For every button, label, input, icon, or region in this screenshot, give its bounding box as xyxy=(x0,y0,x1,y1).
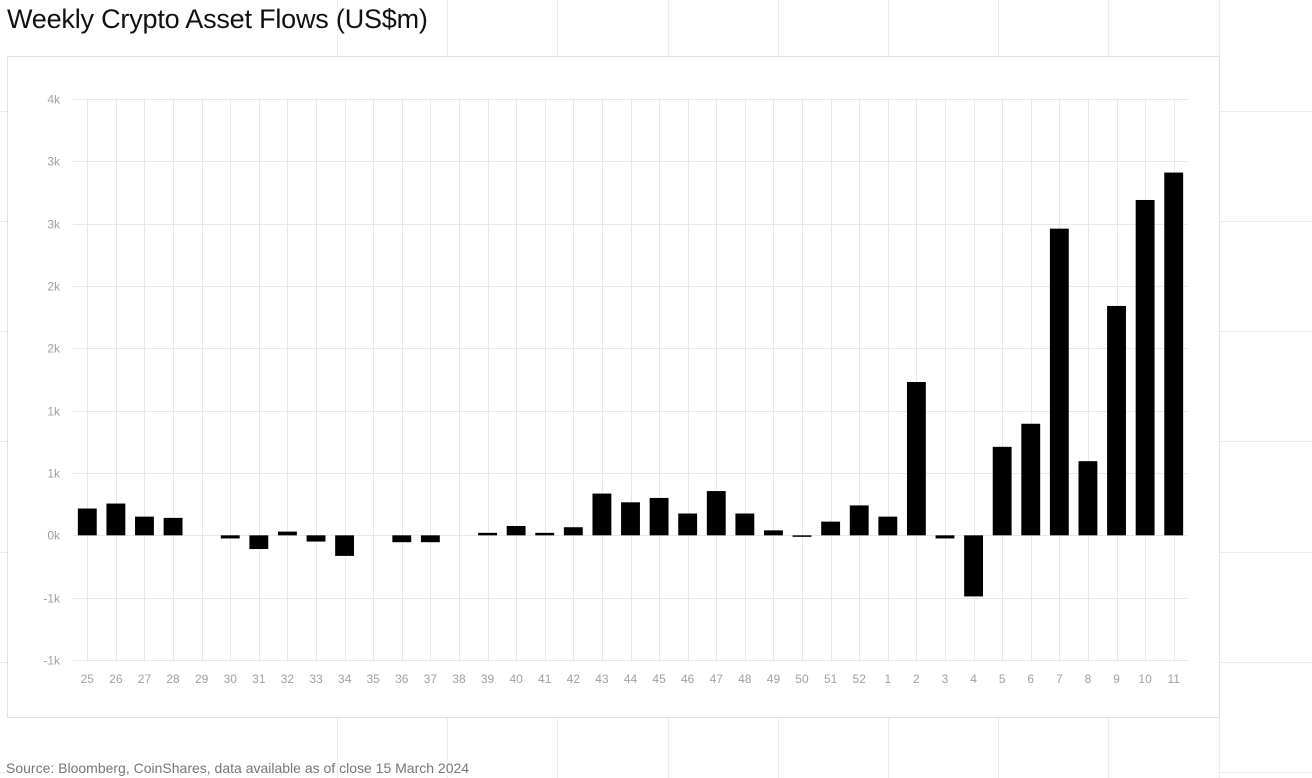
bar-week-33 xyxy=(306,535,326,542)
x-tick-label: 28 xyxy=(166,672,180,686)
x-tick-label: 10 xyxy=(1138,672,1152,686)
x-tick-label: 51 xyxy=(824,672,838,686)
chart-bars xyxy=(77,172,1184,597)
chart-gridlines xyxy=(73,99,1188,661)
bar-week-2 xyxy=(906,381,926,536)
x-tick-label: 46 xyxy=(681,672,695,686)
x-tick-label: 9 xyxy=(1113,672,1120,686)
y-tick-label: 1k xyxy=(47,405,61,419)
bar-week-11 xyxy=(1164,172,1184,536)
x-axis-ticks: 25 26 27 28 29 30 31 32 33 34 35 36 37 38 39 40 41 42 43 44… xyxy=(81,672,1181,686)
bar-week-7 xyxy=(1049,228,1069,536)
bar-week-26 xyxy=(106,503,126,536)
bar-week-50 xyxy=(792,535,812,537)
y-tick-label: 3k xyxy=(47,218,61,232)
bar-week-3 xyxy=(935,535,955,539)
x-tick-label: 4 xyxy=(970,672,977,686)
x-tick-label: 31 xyxy=(252,672,266,686)
chart-title: Weekly Crypto Asset Flows (US$m) xyxy=(7,4,428,34)
y-tick-label: 0k xyxy=(47,529,61,543)
x-tick-label: 39 xyxy=(481,672,495,686)
bar-week-45 xyxy=(649,497,669,536)
x-tick-label: 2 xyxy=(913,672,920,686)
source-note: Source: Bloomberg, CoinShares, data avai… xyxy=(6,760,470,776)
bar-week-47 xyxy=(706,491,726,536)
x-tick-label: 27 xyxy=(138,672,152,686)
y-tick-label: -1k xyxy=(43,654,61,668)
bar-week-36 xyxy=(392,535,412,543)
x-tick-label: 29 xyxy=(195,672,209,686)
bar-week-27 xyxy=(135,516,154,536)
y-tick-label: 2k xyxy=(47,342,61,356)
bar-week-10 xyxy=(1135,199,1155,536)
bar-week-5 xyxy=(992,446,1012,536)
bar-week-37 xyxy=(420,535,440,543)
bar-week-42 xyxy=(563,527,583,536)
y-tick-label: 3k xyxy=(47,155,61,169)
y-tick-label: -1k xyxy=(43,592,61,606)
x-tick-label: 34 xyxy=(338,672,352,686)
y-tick-label: 1k xyxy=(47,467,61,481)
bar-week-46 xyxy=(678,513,698,536)
bar-week-40 xyxy=(506,525,526,536)
bar-week-9 xyxy=(1107,305,1126,536)
x-tick-label: 3 xyxy=(942,672,949,686)
x-tick-label: 49 xyxy=(767,672,781,686)
x-tick-label: 40 xyxy=(509,672,523,686)
x-tick-label: 43 xyxy=(595,672,609,686)
x-tick-label: 36 xyxy=(395,672,409,686)
bar-week-34 xyxy=(335,535,355,556)
x-tick-label: 52 xyxy=(853,672,867,686)
x-tick-label: 48 xyxy=(738,672,752,686)
x-tick-label: 42 xyxy=(567,672,581,686)
bar-week-1 xyxy=(878,516,898,536)
y-tick-label: 2k xyxy=(47,280,61,294)
x-tick-label: 8 xyxy=(1085,672,1092,686)
x-tick-label: 32 xyxy=(281,672,295,686)
x-tick-label: 33 xyxy=(309,672,323,686)
bar-week-43 xyxy=(592,493,612,536)
bar-week-25 xyxy=(77,508,97,536)
x-tick-label: 30 xyxy=(224,672,238,686)
bar-week-44 xyxy=(621,502,640,536)
x-tick-label: 7 xyxy=(1056,672,1063,686)
x-tick-label: 26 xyxy=(109,672,123,686)
bar-week-8 xyxy=(1078,461,1098,536)
bar-week-6 xyxy=(1021,423,1041,536)
bar-week-51 xyxy=(821,521,841,536)
bar-week-28 xyxy=(163,517,183,536)
x-tick-label: 25 xyxy=(81,672,95,686)
y-tick-label: 4k xyxy=(47,93,61,107)
bar-week-4 xyxy=(964,535,984,597)
x-tick-label: 38 xyxy=(452,672,466,686)
chart-panel: -1k -1k 0k 1k 1k 2k 2k 3k 3k 4k 25 26 27 28 29 30 31 32 3… xyxy=(7,56,1220,718)
bar-week-31 xyxy=(249,535,269,550)
bar-week-49 xyxy=(764,530,783,536)
bar-week-52 xyxy=(849,505,869,536)
bar-week-48 xyxy=(735,513,755,536)
bar-week-41 xyxy=(535,532,555,536)
x-tick-label: 6 xyxy=(1027,672,1034,686)
bar-week-30 xyxy=(220,535,240,539)
x-tick-label: 5 xyxy=(999,672,1006,686)
x-tick-label: 45 xyxy=(652,672,666,686)
y-axis-ticks: -1k -1k 0k 1k 1k 2k 2k 3k 3k 4k xyxy=(43,93,61,668)
bar-week-39 xyxy=(478,532,497,536)
x-tick-label: 47 xyxy=(710,672,724,686)
x-tick-label: 50 xyxy=(795,672,809,686)
x-tick-label: 37 xyxy=(424,672,438,686)
x-tick-label: 35 xyxy=(367,672,381,686)
x-tick-label: 41 xyxy=(538,672,552,686)
bar-week-32 xyxy=(277,531,297,536)
x-tick-label: 11 xyxy=(1167,672,1180,686)
x-tick-label: 1 xyxy=(884,672,891,686)
x-tick-label: 44 xyxy=(624,672,638,686)
